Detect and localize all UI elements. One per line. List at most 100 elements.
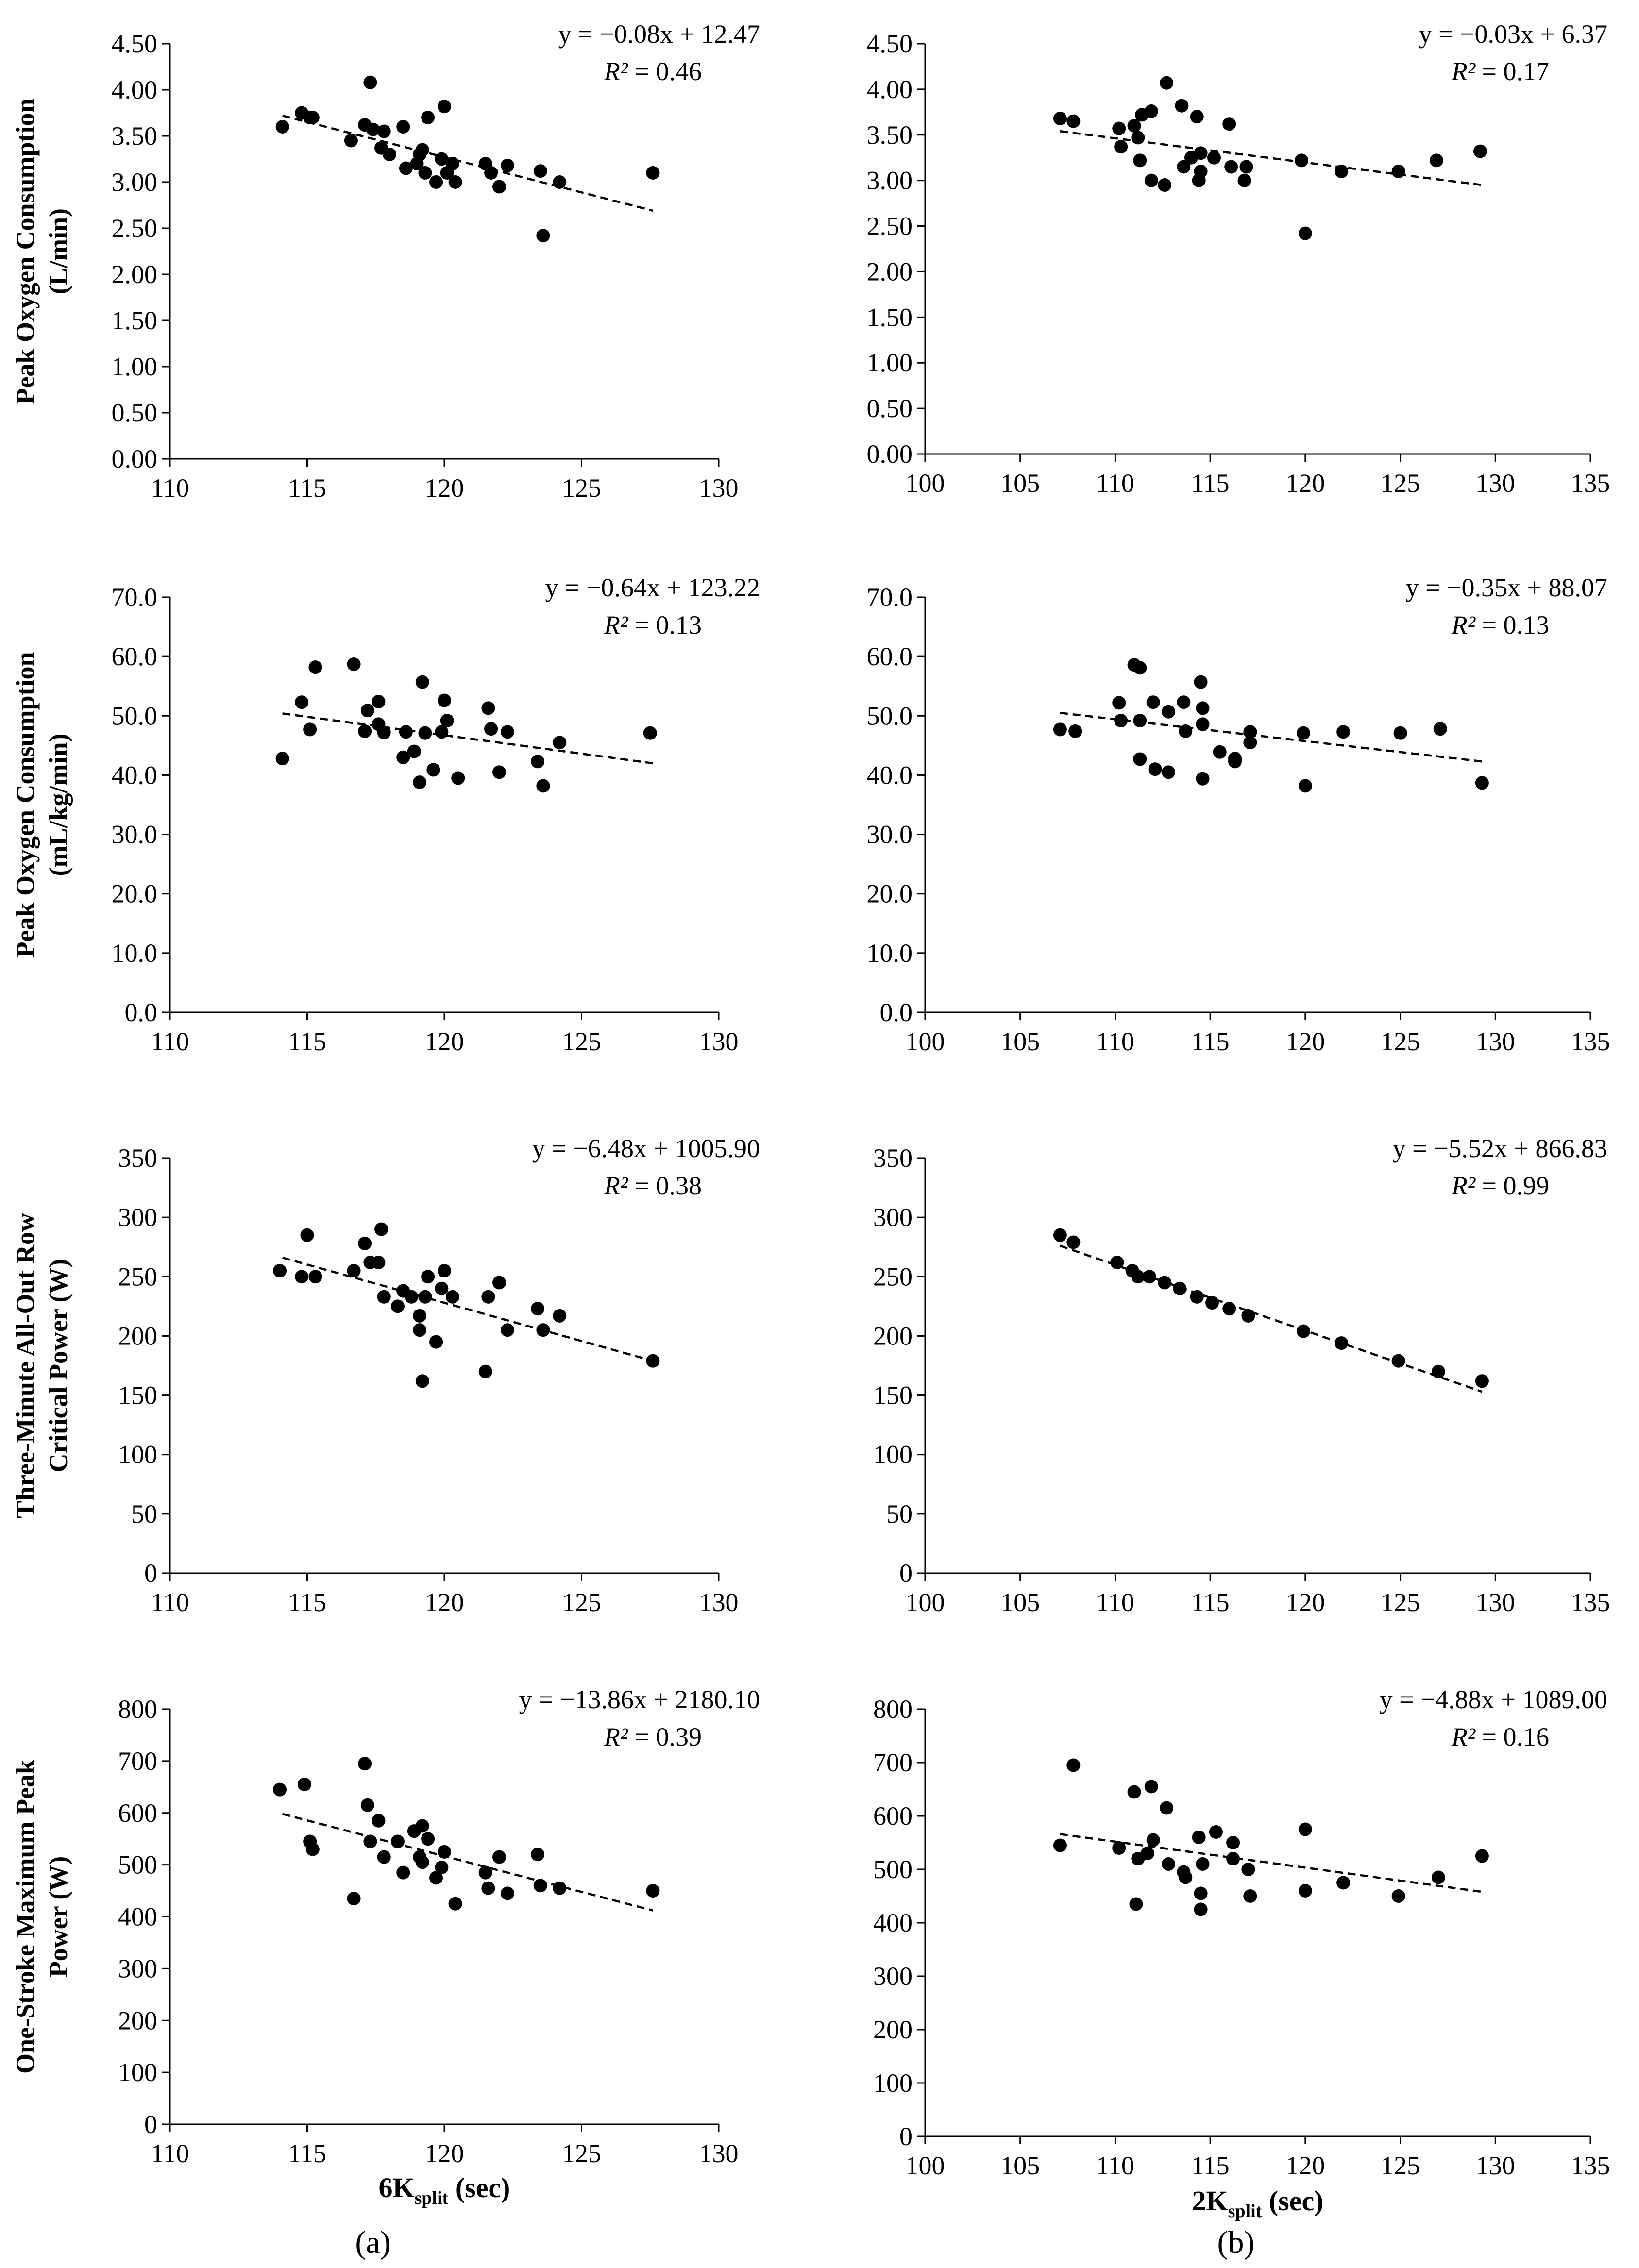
data-point	[1194, 1886, 1208, 1900]
data-point	[435, 1281, 449, 1295]
x-tick-label: 125	[562, 1588, 601, 1617]
regression-equation: y = −6.48x + 1005.90	[532, 1134, 760, 1163]
y-axis-title-row-0: Peak Oxygen Consumption (L/min)	[11, 98, 73, 404]
data-point	[536, 229, 550, 243]
data-point	[1144, 104, 1158, 118]
data-point	[1158, 1276, 1172, 1290]
x-tick-label: 130	[699, 2139, 739, 2168]
data-point	[1391, 1354, 1405, 1368]
x-axis-title-tail: (sec)	[1262, 2185, 1323, 2217]
x-tick-label: 125	[562, 1027, 601, 1056]
x-tick-label: 135	[1571, 2151, 1610, 2180]
y-tick-label: 50	[886, 1499, 912, 1529]
data-point	[1475, 1849, 1489, 1863]
x-tick-label: 125	[1381, 469, 1420, 498]
data-point	[1127, 119, 1141, 133]
x-tick-label: 100	[906, 469, 945, 498]
data-point	[396, 1865, 410, 1880]
data-point	[1196, 772, 1210, 786]
y-tick-label: 40.0	[867, 760, 913, 790]
y-tick-label: 60.0	[112, 642, 158, 671]
y-axis-title-line-1: Peak Oxygen Consumption	[11, 98, 40, 404]
x-tick-label: 130	[699, 1027, 739, 1056]
data-point	[390, 1299, 405, 1313]
x-tick-label: 115	[1191, 1588, 1230, 1617]
y-tick-label: 200	[118, 2006, 157, 2035]
y-tick-label: 350	[873, 1143, 912, 1173]
data-point	[390, 1834, 405, 1848]
data-point	[492, 180, 506, 194]
data-point	[347, 1892, 361, 1906]
data-point	[303, 722, 317, 737]
data-point	[500, 725, 514, 739]
y-tick-label: 4.00	[867, 75, 913, 104]
y-tick-label: 700	[118, 1747, 157, 1776]
data-point	[435, 152, 449, 166]
data-point	[418, 166, 432, 180]
data-point	[1222, 1302, 1236, 1316]
y-tick-label: 350	[118, 1143, 157, 1173]
data-point	[448, 1897, 462, 1911]
data-point	[533, 1879, 547, 1893]
x-tick-label: 125	[562, 473, 601, 503]
data-point	[1243, 1889, 1257, 1903]
x-tick-label: 105	[1000, 1027, 1040, 1056]
y-axis-title-row-3: One-Stroke Maximum Peak Power (W)	[11, 1760, 73, 2074]
x-tick-label: 130	[1476, 2151, 1515, 2180]
data-point	[448, 175, 462, 189]
data-point	[484, 722, 498, 736]
data-point	[440, 714, 454, 728]
data-point	[500, 1323, 514, 1337]
y-tick-label: 4.00	[112, 75, 158, 104]
data-point	[1192, 1831, 1206, 1844]
r-squared-label: R²	[604, 1171, 628, 1200]
data-point	[1144, 1780, 1158, 1794]
y-tick-label: 1.50	[867, 302, 913, 332]
data-point	[358, 1236, 372, 1250]
data-point	[438, 100, 451, 114]
data-point	[1112, 1841, 1126, 1855]
y-tick-label: 150	[873, 1381, 912, 1410]
data-point	[1391, 164, 1405, 178]
y-tick-label: 1.00	[112, 352, 158, 381]
data-point	[358, 724, 372, 739]
y-tick-label: 200	[873, 1321, 912, 1350]
data-point	[1127, 1785, 1141, 1799]
chart-1-1: 0.0 10.0 20.0 30.0 40.0 50.0 60.0 70.0 100 105 110…	[867, 573, 1610, 1056]
y-tick-label: 30.0	[112, 820, 158, 849]
trend-line	[1060, 1833, 1483, 1893]
chart-0-1: 0.00 0.50 1.00 1.50 2.00 2.50 3.00 3.50 4.00 4.50…	[867, 19, 1610, 498]
x-tick-label: 110	[1096, 469, 1134, 498]
data-point	[377, 725, 391, 739]
data-point	[492, 765, 506, 779]
x-tick-label: 120	[1285, 1588, 1325, 1617]
data-point	[1162, 765, 1176, 779]
y-tick-label: 3.50	[112, 121, 158, 151]
r-squared-label: R²	[604, 1722, 628, 1751]
y-tick-label: 800	[873, 1695, 912, 1724]
data-point	[413, 1323, 427, 1337]
data-point	[1068, 724, 1082, 739]
data-point	[1431, 1870, 1445, 1884]
data-point	[1241, 1309, 1255, 1323]
data-point	[363, 75, 377, 89]
y-tick-label: 250	[873, 1262, 912, 1291]
data-point	[1239, 160, 1253, 174]
data-point	[1196, 717, 1210, 731]
x-tick-label: 110	[151, 1027, 189, 1056]
data-point	[344, 134, 358, 148]
x-tick-label: 110	[1096, 1588, 1134, 1617]
data-point	[1129, 1897, 1143, 1911]
x-tick-label: 105	[1000, 1588, 1040, 1617]
data-point	[1393, 726, 1407, 740]
y-axis-title-row-2: Three-Minute All-Out Row Critical Power (…	[11, 1213, 73, 1518]
y-tick-label: 40.0	[112, 760, 158, 790]
data-point	[305, 111, 320, 124]
data-point	[553, 175, 567, 189]
y-tick-label: 2.50	[112, 214, 158, 243]
data-point	[492, 1850, 506, 1864]
x-axis-title-main: 2K	[1192, 2185, 1228, 2217]
y-tick-label: 500	[873, 1855, 912, 1884]
y-tick-label: 0	[144, 2110, 157, 2139]
r-squared: R² = 0.13	[1451, 610, 1549, 639]
